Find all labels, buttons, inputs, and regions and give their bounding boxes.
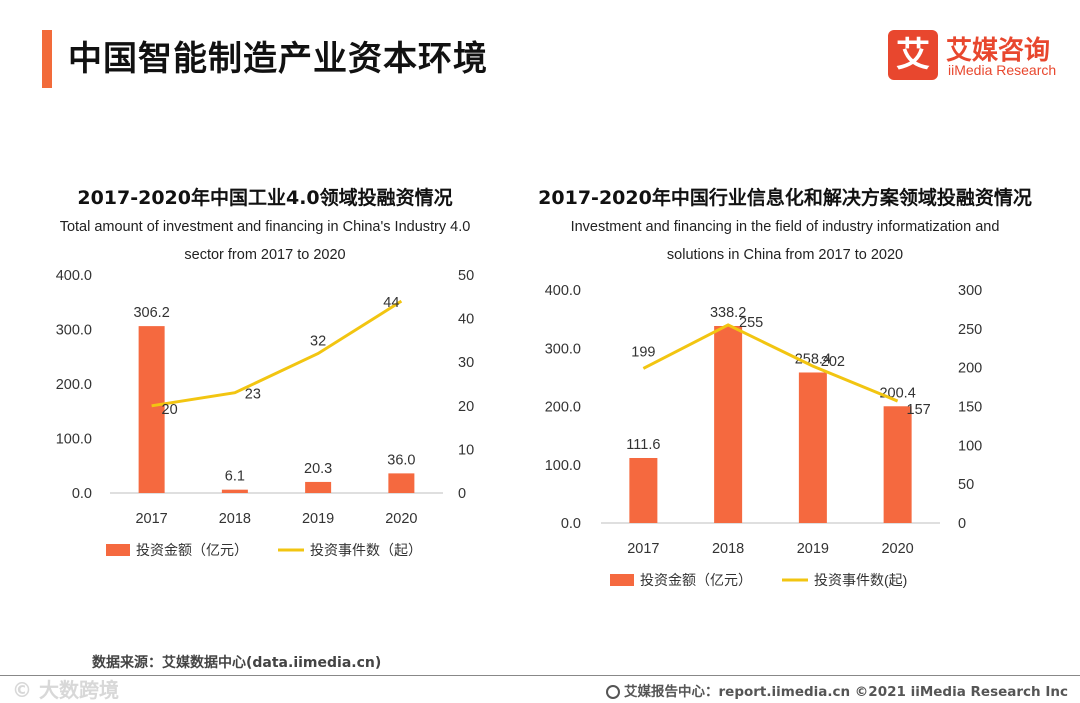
c1-category-label: 2017 (135, 511, 167, 527)
c2-category-label: 2019 (797, 541, 829, 557)
c2-right-tick: 150 (958, 400, 982, 416)
c1-category-label: 2018 (219, 511, 251, 527)
logo-cn-text: 艾媒咨询 (946, 36, 1051, 66)
c2-legend-line-label: 投资事件数(起) (814, 572, 907, 588)
c2-left-tick: 0.0 (561, 516, 581, 532)
c1-right-tick: 40 (458, 312, 474, 328)
c2-left-tick: 100.0 (545, 458, 581, 474)
c2-bar (883, 406, 912, 523)
source-note: 数据来源：艾媒数据中心(data.iimedia.cn) (92, 655, 382, 671)
c2-bar-label: 200.4 (879, 385, 915, 401)
chart1-subtitle-line1: Total amount of investment and financing… (59, 219, 471, 235)
c2-right-tick: 300 (958, 283, 982, 299)
logo-mark: 艾 (888, 30, 938, 80)
c2-line-label: 199 (631, 344, 655, 360)
c2-category-label: 2017 (627, 541, 659, 557)
c1-left-tick: 200.0 (56, 377, 92, 393)
watermark: © 大数跨境 (12, 678, 119, 702)
chart2-svg: 0.0 100.0 200.0 300.0 400.0 0 50 100 150 200 250 30… (545, 283, 983, 588)
c2-line-label: 202 (821, 354, 845, 370)
c2-category-label: 2018 (712, 541, 744, 557)
c1-left-tick: 300.0 (56, 323, 92, 339)
c1-bar-label: 36.0 (387, 452, 415, 468)
c2-category-label: 2020 (881, 541, 913, 557)
c1-right-tick: 30 (458, 355, 474, 371)
chart1-title: 2017-2020年中国工业4.0领域投融资情况 (77, 187, 453, 209)
c2-bar (629, 457, 658, 523)
c1-category-label: 2020 (385, 511, 417, 527)
c1-left-tick: 100.0 (56, 432, 92, 448)
c1-legend-bar-label: 投资金额（亿元） (136, 542, 248, 558)
iimedia-logo: 艾 艾媒咨询 iiMedia Research (888, 30, 1063, 80)
c2-bar-label: 338.2 (710, 305, 746, 321)
c1-line-label: 23 (245, 387, 261, 403)
c2-line-label: 157 (907, 402, 931, 418)
c1-bar (305, 481, 332, 493)
c2-right-tick: 50 (958, 477, 974, 493)
c1-right-tick: 0 (458, 486, 466, 502)
c1-line-label: 32 (310, 333, 326, 349)
c2-bar-label: 111.6 (626, 437, 660, 453)
footer-credit: 艾媒报告中心：report.iimedia.cn ©2021 iiMedia R… (606, 680, 1068, 700)
c1-legend-bar-swatch (106, 544, 130, 556)
footer-divider (0, 675, 1080, 676)
c1-left-tick: 400.0 (56, 268, 92, 284)
globe-icon (606, 685, 620, 699)
c2-legend-bar-swatch (610, 574, 634, 586)
footer-credit-text: 艾媒报告中心：report.iimedia.cn ©2021 iiMedia R… (624, 684, 1068, 700)
c1-right-tick: 20 (458, 399, 474, 415)
chart2-subtitle: Investment and financing in the field of… (515, 213, 1055, 269)
c2-legend-bar-label: 投资金额（亿元） (640, 572, 752, 588)
c2-bar (714, 325, 743, 523)
c2-left-tick: 200.0 (545, 400, 581, 416)
c2-bar-label: 258.4 (795, 351, 831, 367)
title-accent-bar (42, 30, 52, 88)
c2-left-tick: 400.0 (545, 283, 581, 299)
c1-left-tick: 0.0 (72, 486, 92, 502)
c1-legend-line-label: 投资事件数（起） (310, 542, 422, 558)
c1-category-label: 2019 (302, 511, 334, 527)
logo-en-text: iiMedia Research (948, 62, 1057, 78)
c1-right-tick: 50 (458, 268, 474, 284)
c1-right-tick: 10 (458, 442, 474, 458)
c1-line-series (151, 299, 403, 408)
c1-bar (221, 489, 248, 493)
c2-line-series (642, 323, 899, 403)
page-title: 中国智能制造产业资本环境 (68, 39, 488, 79)
c2-right-tick: 250 (958, 322, 982, 338)
c2-line-label: 255 (739, 315, 763, 331)
chart1-subtitle-line2: sector from 2017 to 2020 (184, 247, 346, 263)
c2-left-tick: 300.0 (545, 341, 581, 357)
c2-right-tick: 0 (958, 516, 966, 532)
c1-line-label: 20 (162, 402, 178, 418)
c1-bar-label: 306.2 (133, 305, 169, 321)
c2-bar (798, 372, 827, 523)
c1-bar-label: 6.1 (225, 469, 245, 485)
c1-bar (138, 326, 165, 493)
chart2-title: 2017-2020年中国行业信息化和解决方案领域投融资情况 (538, 187, 1032, 209)
c2-right-tick: 200 (958, 361, 982, 377)
c2-right-tick: 100 (958, 438, 982, 454)
chart2-subtitle-line1: Investment and financing in the field of… (570, 219, 1000, 235)
chart1-svg: 0.0 100.0 200.0 300.0 400.0 0 10 20 30 40 50 306.2 2… (56, 268, 474, 558)
chart2-subtitle-line2: solutions in China from 2017 to 2020 (666, 247, 904, 263)
c1-bar-label: 20.3 (304, 461, 332, 477)
c1-bar (388, 473, 415, 493)
c1-line-label: 44 (383, 295, 399, 311)
chart1-subtitle: Total amount of investment and financing… (20, 213, 510, 269)
